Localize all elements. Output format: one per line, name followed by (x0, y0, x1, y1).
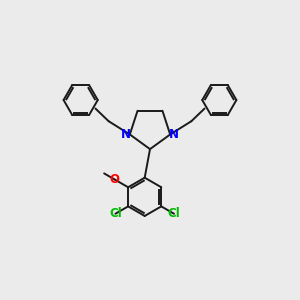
Text: Cl: Cl (168, 207, 180, 220)
Text: O: O (110, 173, 120, 186)
Text: Cl: Cl (109, 207, 122, 220)
Text: N: N (169, 128, 179, 141)
Text: N: N (121, 128, 131, 141)
